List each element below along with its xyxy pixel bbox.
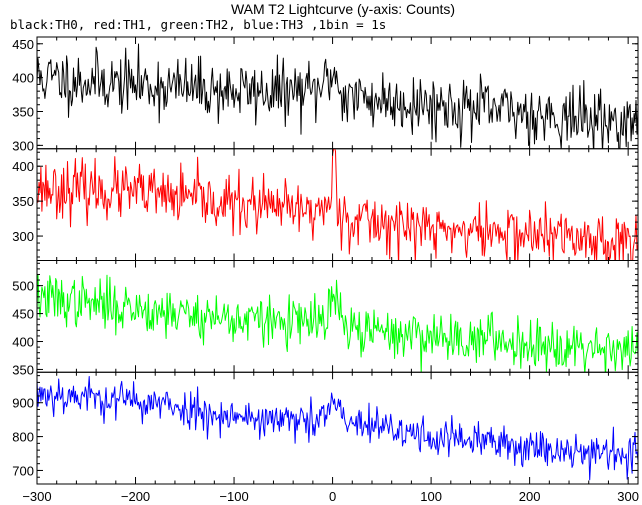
chart-title: WAM T2 Lightcurve (y-axis: Counts) bbox=[231, 1, 455, 17]
y-tick-label: 500 bbox=[12, 279, 34, 294]
series-line-th0 bbox=[37, 43, 638, 149]
x-axis: −300 −200 −100 0 100 200 300 bbox=[22, 489, 639, 504]
x-tick-label: −300 bbox=[22, 489, 51, 504]
panel-frame bbox=[36, 260, 639, 373]
chart-subtitle: black:TH0, red:TH1, green:TH2, blue:TH3 … bbox=[10, 17, 386, 32]
x-tick-label: −200 bbox=[121, 489, 150, 504]
y-tick-label: 450 bbox=[12, 37, 34, 52]
panel-th2: 350 400 450 500 bbox=[12, 260, 639, 377]
panel-frame bbox=[36, 371, 639, 485]
panels-group: 300 350 400 450 300 350 400 350 400 450 500 700 800 9… bbox=[12, 36, 639, 485]
panel-th0: 300 350 400 450 bbox=[12, 36, 639, 153]
panel-th1: 300 350 400 bbox=[12, 148, 639, 261]
y-tick-label: 400 bbox=[12, 71, 34, 86]
y-tick-label: 350 bbox=[12, 194, 34, 209]
x-tick-label: 300 bbox=[617, 489, 639, 504]
x-tick-label: −100 bbox=[219, 489, 248, 504]
series-line-th2 bbox=[37, 274, 638, 373]
series-line-th1 bbox=[37, 148, 638, 261]
y-tick-label: 800 bbox=[12, 430, 34, 445]
y-tick-label: 400 bbox=[12, 335, 34, 350]
y-tick-label: 700 bbox=[12, 463, 34, 478]
y-tick-label: 350 bbox=[12, 105, 34, 120]
x-tick-label: 100 bbox=[420, 489, 442, 504]
panel-th3: 700 800 900 bbox=[12, 371, 639, 485]
x-tick-label: 0 bbox=[329, 489, 336, 504]
y-tick-label: 300 bbox=[12, 138, 34, 153]
x-tick-label: 200 bbox=[519, 489, 541, 504]
y-tick-label: 450 bbox=[12, 307, 34, 322]
series-line-th3 bbox=[37, 376, 638, 481]
y-tick-label: 350 bbox=[12, 362, 34, 377]
y-tick-label: 400 bbox=[12, 159, 34, 174]
y-tick-label: 900 bbox=[12, 396, 34, 411]
y-tick-label: 300 bbox=[12, 229, 34, 244]
